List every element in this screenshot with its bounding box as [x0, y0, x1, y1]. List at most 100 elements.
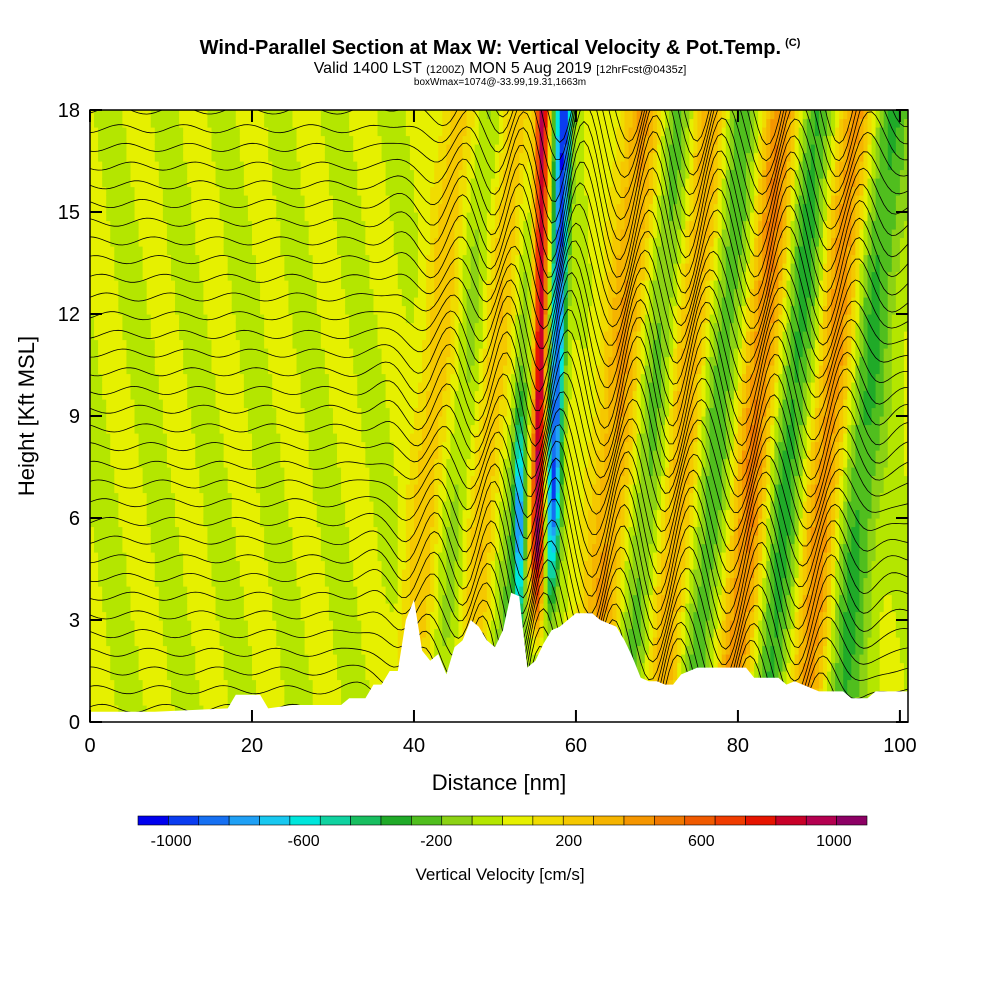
- heatmap-cell: [195, 229, 200, 239]
- heatmap-cell: [243, 509, 249, 519]
- heatmap-cell: [118, 620, 123, 630]
- heatmap-cell: [231, 637, 237, 647]
- heatmap-cell: [106, 705, 111, 715]
- heatmap-cell: [170, 484, 176, 494]
- heatmap-cell: [280, 322, 285, 332]
- heatmap-cell: [191, 526, 196, 536]
- heatmap-cell: [102, 271, 107, 281]
- heatmap-cell: [304, 424, 310, 434]
- heatmap-cell: [114, 322, 119, 332]
- heatmap-cell: [98, 356, 103, 366]
- heatmap-cell: [191, 620, 196, 630]
- heatmap-cell: [256, 246, 261, 256]
- heatmap-cell: [312, 628, 318, 638]
- heatmap-cell: [170, 314, 176, 324]
- heatmap-cell: [328, 501, 334, 511]
- heatmap-cell: [223, 178, 229, 188]
- heatmap-cell: [251, 688, 257, 698]
- heatmap-cell: [158, 492, 164, 502]
- heatmap-cell: [175, 365, 180, 375]
- heatmap-cell: [288, 611, 294, 621]
- heatmap-cell: [341, 229, 346, 239]
- heatmap-cell: [102, 586, 107, 596]
- heatmap-cell: [170, 475, 176, 485]
- heatmap-cell: [247, 229, 253, 239]
- heatmap-cell: [276, 135, 281, 145]
- heatmap-cell: [300, 229, 306, 239]
- heatmap-cell: [353, 365, 358, 375]
- heatmap-cell: [280, 501, 285, 511]
- heatmap-cell: [110, 475, 115, 485]
- heatmap-cell: [268, 509, 273, 519]
- heatmap-cell: [191, 475, 196, 485]
- heatmap-cell: [134, 526, 140, 536]
- heatmap-cell: [308, 450, 314, 460]
- heatmap-cell: [308, 118, 314, 128]
- heatmap-cell: [276, 671, 281, 681]
- heatmap-cell: [341, 543, 346, 553]
- heatmap-cell: [304, 620, 310, 630]
- heatmap-cell: [361, 382, 366, 392]
- heatmap-cell: [361, 110, 366, 120]
- heatmap-cell: [114, 637, 119, 647]
- heatmap-cell: [260, 467, 265, 477]
- heatmap-cell: [94, 331, 99, 341]
- heatmap-cell: [341, 110, 346, 120]
- heatmap-cell: [292, 144, 298, 154]
- heatmap-cell: [211, 373, 217, 383]
- heatmap-cell: [361, 603, 366, 613]
- heatmap-cell: [247, 467, 253, 477]
- heatmap-cell: [175, 662, 180, 672]
- heatmap-cell: [170, 144, 176, 154]
- heatmap-cell: [243, 314, 249, 324]
- heatmap-cell: [118, 662, 123, 672]
- heatmap-cell: [353, 501, 358, 511]
- heatmap-cell: [183, 144, 188, 154]
- heatmap-cell: [126, 356, 132, 366]
- heatmap-cell: [146, 390, 152, 400]
- heatmap-cell: [264, 450, 269, 460]
- heatmap-cell: [142, 322, 148, 332]
- heatmap-cell: [316, 314, 322, 324]
- heatmap-cell: [94, 433, 99, 443]
- heatmap-cell: [332, 433, 338, 443]
- chart-box-info: boxWmax=1074@-33.99,19.31,1663m: [413, 77, 587, 88]
- heatmap-cell: [138, 594, 144, 604]
- heatmap-cell: [106, 229, 111, 239]
- heatmap-cell: [320, 526, 326, 536]
- heatmap-cell: [203, 254, 209, 264]
- heatmap-cell: [191, 501, 196, 511]
- heatmap-cell: [166, 484, 172, 494]
- heatmap-cell: [98, 492, 103, 502]
- heatmap-cell: [284, 654, 290, 664]
- heatmap-cell: [239, 169, 245, 179]
- heatmap-cell: [223, 594, 229, 604]
- heatmap-cell: [324, 628, 330, 638]
- heatmap-cell: [162, 484, 168, 494]
- heatmap-cell: [272, 671, 277, 681]
- heatmap-cell: [296, 127, 302, 137]
- heatmap-cell: [365, 331, 371, 341]
- heatmap-cell: [106, 637, 111, 647]
- heatmap-cell: [142, 679, 148, 689]
- heatmap-cell: [328, 492, 334, 502]
- heatmap-cell: [239, 110, 245, 120]
- heatmap-cell: [122, 484, 128, 494]
- heatmap-cell: [158, 688, 164, 698]
- heatmap-cell: [357, 671, 362, 681]
- heatmap-cell: [179, 603, 184, 613]
- heatmap-cell: [191, 237, 196, 247]
- heatmap-cell: [324, 127, 330, 137]
- heatmap-cell: [349, 339, 354, 349]
- heatmap-cell: [324, 373, 330, 383]
- heatmap-cell: [98, 237, 103, 247]
- heatmap-cell: [300, 492, 306, 502]
- heatmap-cell: [268, 688, 273, 698]
- heatmap-cell: [146, 645, 152, 655]
- heatmap-cell: [320, 161, 326, 171]
- heatmap-cell: [345, 229, 350, 239]
- heatmap-cell: [320, 688, 326, 698]
- heatmap-cell: [304, 637, 310, 647]
- heatmap-cell: [300, 280, 306, 290]
- heatmap-cell: [150, 348, 156, 358]
